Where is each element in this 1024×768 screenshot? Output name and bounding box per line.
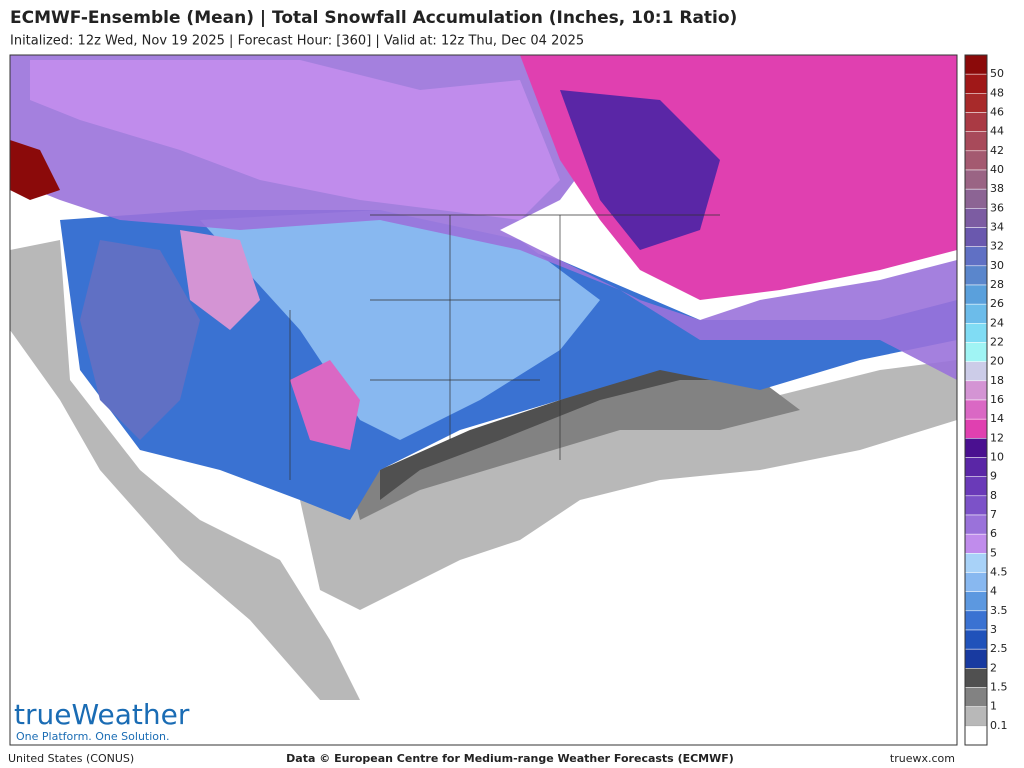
legend-label: 7: [990, 508, 997, 521]
legend-label: 34: [990, 221, 1004, 234]
legend-swatch: [964, 476, 988, 497]
legend-swatch: [964, 533, 988, 554]
legend-label: 32: [990, 240, 1004, 253]
legend-label: 0.1: [990, 719, 1008, 732]
legend-label: 16: [990, 393, 1004, 406]
legend-swatch: [964, 457, 988, 477]
legend-swatch: [964, 188, 988, 209]
legend-swatch: [964, 725, 988, 746]
legend-swatch: [964, 246, 988, 267]
legend-label: 20: [990, 355, 1004, 368]
legend-label: 5: [990, 546, 997, 559]
subtitle: Initalized: 12z Wed, Nov 19 2025 | Forec…: [10, 34, 584, 49]
legend-swatch: [964, 303, 988, 324]
legend-label: 8: [990, 489, 997, 502]
legend-label: 3: [990, 623, 997, 636]
legend-swatch: [964, 553, 988, 573]
legend-swatch: [964, 323, 988, 343]
legend-swatch: [964, 54, 988, 75]
legend-swatch: [964, 73, 988, 94]
legend-label: 26: [990, 297, 1004, 310]
legend-swatch: [964, 342, 988, 362]
legend-frame: [964, 54, 988, 746]
legend-label: 12: [990, 431, 1004, 444]
legend-label: 42: [990, 144, 1004, 157]
legend-label: 2.5: [990, 642, 1008, 655]
legend-swatch: [964, 284, 988, 305]
legend-label: 30: [990, 259, 1004, 272]
legend-label: 1: [990, 700, 997, 713]
legend-label: 36: [990, 201, 1004, 214]
color-legend: 5048464442403836343230282624222018161412…: [964, 54, 1008, 746]
legend-swatch: [964, 131, 988, 152]
legend-swatch: [964, 227, 988, 247]
legend-swatch: [964, 668, 988, 688]
legend-label: 10: [990, 451, 1004, 464]
legend-label: 28: [990, 278, 1004, 291]
legend-swatch: [964, 610, 988, 631]
legend-swatch: [964, 648, 988, 669]
legend-swatch: [964, 629, 988, 650]
legend-label: 44: [990, 125, 1004, 138]
footer-left: United States (CONUS): [8, 752, 134, 765]
legend-label: 3.5: [990, 604, 1008, 617]
logo: trueWeather: [14, 698, 190, 731]
footer-right: truewx.com: [890, 752, 955, 765]
legend-label: 50: [990, 67, 1004, 80]
title: ECMWF-Ensemble (Mean) | Total Snowfall A…: [10, 8, 737, 28]
legend-swatch: [964, 265, 988, 286]
legend-label: 46: [990, 106, 1004, 119]
legend-label: 18: [990, 374, 1004, 387]
legend-label: 24: [990, 316, 1004, 329]
legend-swatch: [964, 572, 988, 592]
legend-swatch: [964, 687, 988, 707]
legend-swatch: [964, 591, 988, 612]
legend-swatch: [964, 438, 988, 458]
legend-swatch: [964, 418, 988, 439]
legend-swatch: [964, 169, 988, 190]
legend-label: 1.5: [990, 681, 1008, 694]
legend-swatch: [964, 361, 988, 382]
legend-label: 4: [990, 585, 997, 598]
legend-label: 6: [990, 527, 997, 540]
legend-label: 48: [990, 86, 1004, 99]
legend-label: 2: [990, 661, 997, 674]
legend-label: 38: [990, 182, 1004, 195]
legend-swatch: [964, 150, 988, 171]
legend-label: 14: [990, 412, 1004, 425]
legend-swatch: [964, 93, 988, 113]
legend-swatch: [964, 380, 988, 401]
legend-swatch: [964, 514, 988, 535]
legend-swatch: [964, 112, 988, 132]
legend-label: 9: [990, 470, 997, 483]
legend-swatch: [964, 495, 988, 516]
map: [9, 54, 958, 746]
legend-swatch: [964, 399, 988, 420]
legend-label: 40: [990, 163, 1004, 176]
legend-label: 4.5: [990, 566, 1008, 579]
logo-tagline: One Platform. One Solution.: [16, 730, 169, 743]
legend-label: 22: [990, 336, 1004, 349]
footer-center: Data © European Centre for Medium-range …: [286, 752, 734, 765]
legend-swatch: [964, 706, 988, 727]
legend-swatch: [964, 208, 988, 228]
